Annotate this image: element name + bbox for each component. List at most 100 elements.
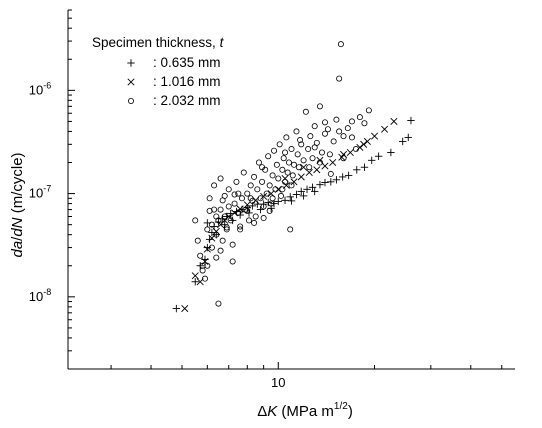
data-point-circle — [293, 128, 300, 135]
data-point-plus — [287, 197, 296, 205]
data-point-plus — [374, 152, 383, 160]
data-point-circle — [333, 116, 340, 123]
data-point-cross — [321, 162, 329, 170]
data-point-circle — [227, 217, 234, 224]
data-point-circle — [201, 275, 208, 282]
data-point-circle — [327, 170, 334, 177]
x-tick-label: 10 — [271, 375, 285, 390]
data-point-circle — [282, 178, 289, 185]
legend-entry-label: : 2.032 mm — [153, 93, 221, 108]
data-point-cross — [201, 257, 209, 265]
data-point-circle — [316, 159, 323, 166]
data-point-circle — [213, 213, 220, 220]
data-point-cross — [356, 143, 364, 151]
data-point-circle — [257, 195, 264, 202]
data-point-circle — [321, 130, 328, 137]
data-point-circle — [255, 159, 262, 166]
data-point-circle — [279, 166, 286, 173]
data-point-plus — [274, 197, 282, 206]
data-point-circle — [266, 207, 273, 214]
data-point-circle — [330, 138, 337, 145]
data-point-circle — [259, 164, 266, 171]
data-point-plus — [310, 187, 319, 196]
y-axis-title: da/dN (m/cycle) — [9, 152, 26, 257]
data-point-circle — [260, 215, 267, 222]
legend-marker-circle — [127, 98, 134, 105]
data-point-circle — [237, 223, 244, 230]
data-point-circle — [206, 195, 213, 202]
legend-entry: : 0.635 mm — [127, 55, 221, 70]
data-point-plus — [191, 278, 199, 286]
data-point-circle — [305, 146, 312, 153]
data-point-circle — [287, 226, 294, 233]
data-point-plus — [407, 116, 415, 125]
x-axis-title-exponent: 1/2 — [334, 401, 348, 412]
data-point-plus — [203, 243, 212, 252]
legend-entry-label: : 1.016 mm — [153, 74, 221, 89]
data-point-circle — [311, 144, 318, 151]
data-point-circle — [285, 159, 292, 166]
data-point-circle — [231, 200, 238, 207]
data-point-circle — [288, 146, 295, 153]
y-tick-exponent: -7 — [43, 184, 51, 194]
y-tick-exponent: -6 — [43, 80, 51, 90]
data-point-circle — [213, 254, 220, 261]
data-point-circle — [306, 164, 313, 171]
data-point-circle — [194, 237, 201, 244]
data-point-circle — [356, 114, 363, 121]
data-point-circle — [266, 182, 273, 189]
data-point-circle — [217, 247, 224, 254]
data-point-circle — [309, 155, 316, 162]
data-point-circle — [269, 172, 276, 179]
data-point-circle — [197, 252, 204, 259]
data-point-circle — [311, 123, 318, 130]
y-tick-base: 10 — [29, 186, 43, 201]
data-point-plus — [292, 190, 301, 199]
data-point-circle — [289, 172, 296, 179]
data-point-plus — [172, 304, 181, 313]
data-point-circle — [298, 141, 305, 148]
data-point-circle — [278, 192, 285, 199]
data-point-circle — [336, 128, 343, 135]
y-tick-base: 10 — [29, 289, 43, 304]
data-point-cross — [390, 117, 398, 125]
data-point-circle — [211, 206, 218, 213]
data-point-circle — [240, 169, 247, 176]
data-point-circle — [206, 207, 213, 214]
data-point-circle — [242, 206, 249, 213]
data-point-circle — [361, 120, 368, 127]
data-point-circle — [324, 126, 331, 133]
data-point-circle — [284, 169, 291, 176]
data-point-circle — [229, 241, 236, 248]
data-point-cross — [363, 137, 371, 145]
data-point-plus — [228, 216, 237, 225]
data-point-cross — [313, 166, 321, 174]
data-point-circle — [269, 195, 276, 202]
y-tick-label: 10-6 — [29, 80, 51, 97]
data-point-circle — [237, 226, 244, 233]
data-point-circle — [223, 224, 230, 231]
legend-title-symbol: t — [220, 35, 225, 50]
data-point-plus — [338, 173, 347, 181]
data-point-circle — [251, 219, 258, 226]
data-point-circle — [348, 118, 355, 125]
data-point-plus — [308, 183, 317, 192]
x-axis-title-unit: (MPa m — [277, 403, 334, 420]
y-tick-exponent: -8 — [43, 287, 51, 297]
data-point-circle — [268, 200, 275, 207]
data-point-cross — [191, 272, 199, 280]
data-point-circle — [235, 209, 242, 216]
plot-frame — [67, 10, 515, 370]
data-point-circle — [254, 186, 261, 193]
data-point-circle — [295, 164, 302, 171]
data-point-circle — [225, 186, 232, 193]
data-point-plus — [327, 178, 335, 186]
data-point-plus — [303, 185, 311, 194]
data-point-circle — [321, 119, 328, 126]
data-point-circle — [208, 244, 215, 251]
data-point-cross — [290, 178, 298, 186]
data-point-circle — [235, 190, 242, 197]
data-point-plus — [297, 187, 305, 196]
data-point-circle — [219, 237, 226, 244]
